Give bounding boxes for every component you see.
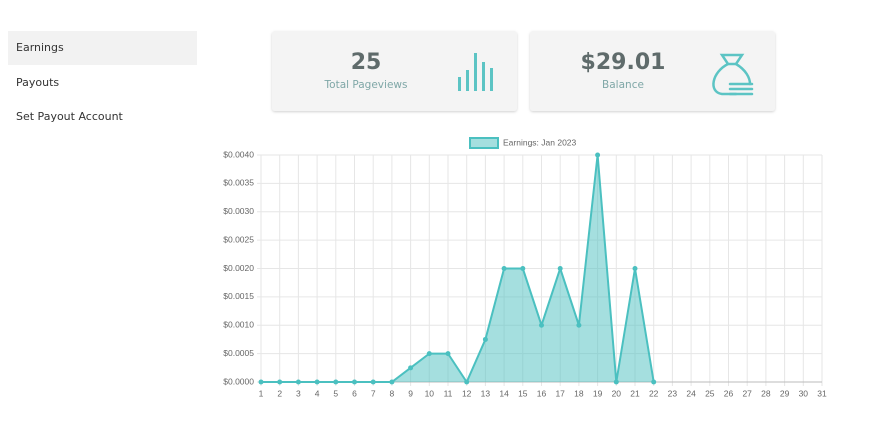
x-tick-label: 12: [462, 388, 472, 398]
x-tick-label: 30: [799, 388, 809, 398]
point: [557, 266, 563, 271]
y-tick-label: $0.0015: [223, 291, 254, 301]
point: [389, 379, 395, 385]
point: [501, 266, 507, 271]
point: [314, 379, 320, 385]
area: [261, 155, 654, 382]
x-tick-label: 4: [315, 388, 320, 398]
point: [370, 379, 376, 385]
x-tick-label: 14: [499, 388, 509, 398]
x-tick-label: 27: [742, 388, 752, 398]
point: [352, 379, 357, 385]
legend-swatch: [469, 137, 499, 149]
x-tick-label: 22: [649, 388, 659, 398]
money-bag-icon: [712, 53, 754, 96]
x-tick-label: 24: [686, 388, 696, 398]
point: [613, 379, 619, 385]
point: [632, 266, 638, 271]
x-tick-label: 2: [277, 388, 282, 398]
y-tick-label: $0.0000: [223, 376, 254, 386]
nav-item[interactable]: Payouts: [16, 76, 59, 89]
x-tick-label: 20: [612, 388, 622, 398]
point: [539, 322, 544, 328]
point: [595, 152, 601, 158]
legend-label: Earnings: Jan 2023: [503, 137, 577, 147]
card-label: Total Pageviews: [324, 79, 408, 91]
x-tick-label: 21: [630, 388, 640, 398]
x-tick-label: 29: [780, 388, 790, 398]
y-tick-label: $0.0020: [223, 263, 254, 273]
point: [258, 379, 264, 385]
y-tick-label: $0.0035: [223, 178, 254, 188]
x-tick-label: 3: [296, 388, 301, 398]
x-tick-label: 26: [724, 388, 734, 398]
point: [445, 351, 451, 357]
x-tick-label: 1: [259, 388, 264, 398]
y-tick-label: $0.0025: [223, 234, 254, 244]
point: [277, 379, 283, 385]
point: [464, 379, 470, 385]
y-tick-label: $0.0010: [223, 320, 254, 330]
x-tick-label: 18: [574, 388, 584, 398]
y-tick-label: $0.0040: [223, 149, 254, 159]
card-value: $29.01: [581, 50, 666, 75]
x-tick-label: 28: [761, 388, 771, 398]
x-tick-label: 7: [371, 388, 376, 398]
point: [651, 379, 657, 385]
nav-item[interactable]: Earnings: [16, 41, 64, 54]
x-tick-label: 16: [537, 388, 547, 398]
point: [295, 379, 301, 385]
x-tick-label: 17: [555, 388, 565, 398]
line: [261, 154, 655, 383]
y-tick-label: $0.0030: [223, 206, 254, 216]
x-tick-label: 25: [705, 388, 715, 398]
x-tick-label: 8: [390, 388, 395, 398]
y-tick-label: $0.0005: [223, 348, 254, 358]
point: [482, 336, 488, 342]
point: [576, 322, 582, 328]
x-tick-label: 15: [518, 388, 528, 398]
x-tick-label: 23: [668, 388, 678, 398]
point: [426, 351, 432, 357]
active-nav-bg: [8, 31, 197, 65]
card-label: Balance: [602, 79, 644, 91]
point: [520, 266, 526, 271]
x-tick-label: 9: [408, 388, 413, 398]
card-value: 25: [351, 50, 382, 75]
point: [408, 365, 414, 371]
x-tick-label: 19: [593, 388, 603, 398]
bar-icon: [458, 53, 493, 91]
x-tick-label: 10: [425, 388, 435, 398]
x-tick-label: 5: [333, 388, 338, 398]
x-tick-label: 6: [352, 388, 357, 398]
nav-item[interactable]: Set Payout Account: [16, 110, 124, 123]
x-tick-label: 31: [817, 388, 827, 398]
card: [530, 31, 775, 111]
x-tick-label: 13: [481, 388, 491, 398]
x-tick-label: 11: [444, 388, 453, 398]
card: [272, 31, 517, 111]
point: [333, 379, 339, 385]
